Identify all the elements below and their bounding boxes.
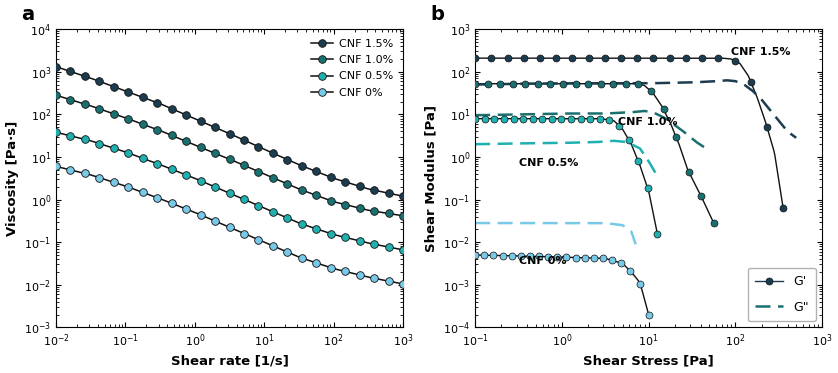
Text: b: b xyxy=(430,5,444,24)
Text: CNF 0%: CNF 0% xyxy=(519,256,566,266)
Text: CNF 1.0%: CNF 1.0% xyxy=(618,117,678,127)
X-axis label: Shear rate [1/s]: Shear rate [1/s] xyxy=(171,354,288,367)
Legend: CNF 1.5%, CNF 1.0%, CNF 0.5%, CNF 0%: CNF 1.5%, CNF 1.0%, CNF 0.5%, CNF 0% xyxy=(307,35,397,102)
Y-axis label: Viscosity [Pa·s]: Viscosity [Pa·s] xyxy=(6,121,18,236)
Legend: G', G": G', G" xyxy=(747,268,816,321)
X-axis label: Shear Stress [Pa]: Shear Stress [Pa] xyxy=(583,354,714,367)
Text: CNF 1.5%: CNF 1.5% xyxy=(731,47,790,57)
Text: a: a xyxy=(21,5,34,24)
Y-axis label: Shear Modulus [Pa]: Shear Modulus [Pa] xyxy=(424,105,437,252)
Text: CNF 0.5%: CNF 0.5% xyxy=(519,158,578,167)
